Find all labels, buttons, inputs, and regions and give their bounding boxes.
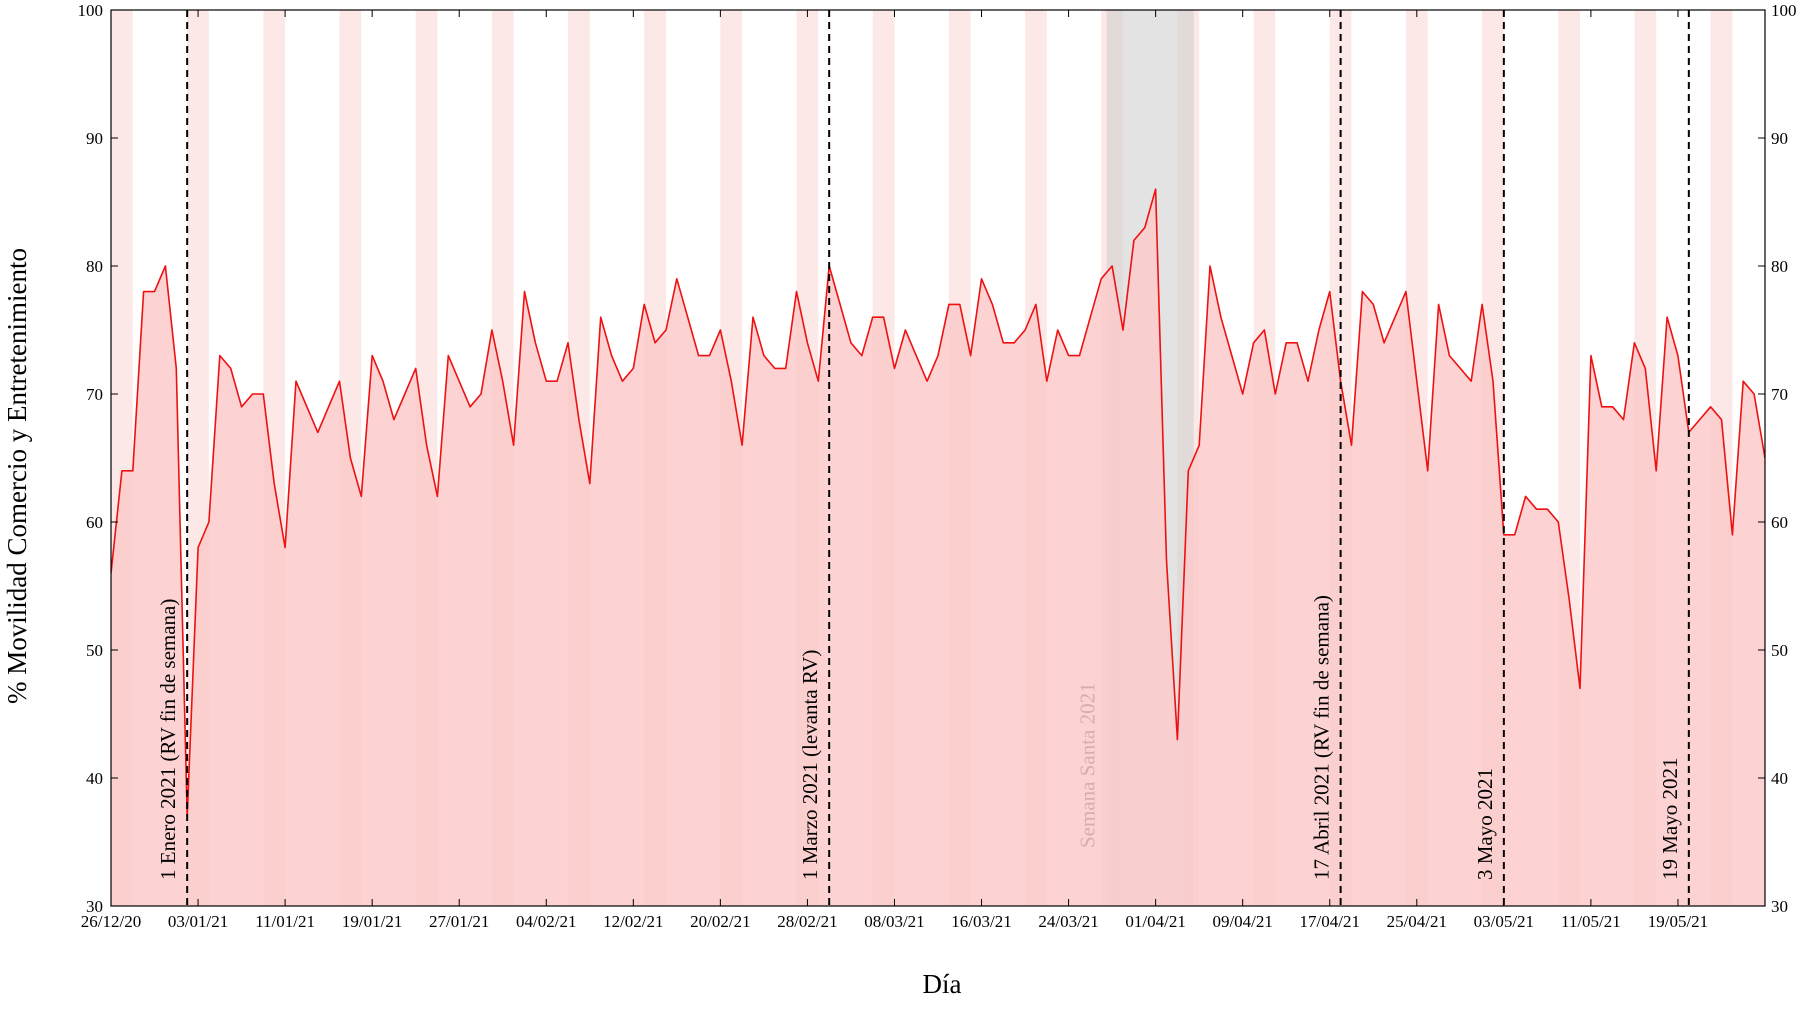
y-tick-label-right: 100 [1771,1,1797,20]
x-tick-label: 17/04/21 [1300,912,1360,931]
y-tick-label: 40 [86,769,103,788]
y-tick-label-right: 80 [1771,257,1788,276]
x-tick-label: 09/04/21 [1212,912,1272,931]
x-axis-title: Día [923,969,962,999]
event-label: 19 Mayo 2021 [1658,758,1682,881]
y-tick-label-right: 60 [1771,513,1788,532]
x-tick-label: 25/04/21 [1387,912,1447,931]
event-label: 1 Enero 2021 (RV fin de semana) [156,599,180,880]
x-tick-label: 03/05/21 [1474,912,1534,931]
y-tick-label: 30 [86,897,103,916]
series-area [111,188,1765,906]
x-tick-label: 28/02/21 [777,912,837,931]
x-tick-label: 03/01/21 [168,912,228,931]
x-tick-label: 08/03/21 [864,912,924,931]
plot-frame [110,9,1766,907]
x-tick-label: 12/02/21 [603,912,663,931]
x-tick-label: 11/01/21 [255,912,315,931]
y-tick-label-right: 90 [1771,129,1788,148]
x-tick-label: 11/05/21 [1561,912,1621,931]
x-tick-label: 19/01/21 [342,912,402,931]
series-line [111,188,1765,818]
y-tick-label: 70 [86,385,103,404]
y-tick-label: 100 [78,1,104,20]
plot-border [110,9,1766,907]
y-tick-label-right: 30 [1771,897,1788,916]
x-tick-label: 27/01/21 [429,912,489,931]
event-label: 17 Abril 2021 (RV fin de semana) [1310,595,1334,880]
x-tick-label: 26/12/20 [81,912,141,931]
x-tick-label: 20/02/21 [690,912,750,931]
y-tick-label: 90 [86,129,103,148]
event-label: 1 Marzo 2021 (levanta RV) [798,650,822,880]
series-fill [111,189,1765,906]
x-tick-label: 24/03/21 [1038,912,1098,931]
event-label: 3 Mayo 2021 [1473,768,1497,880]
x-tick-label: 16/03/21 [951,912,1011,931]
x-tick-label: 01/04/21 [1125,912,1185,931]
event-lines: 1 Enero 2021 (RV fin de semana) 1 Marzo 2… [156,10,1690,906]
axis-ticks: 30 30 40 40 50 50 60 60 70 70 80 80 90 90 100 100 26/12/… [78,1,1797,931]
x-tick-label: 19/05/21 [1648,912,1708,931]
x-tick-label: 04/02/21 [516,912,576,931]
y-tick-label-right: 70 [1771,385,1788,404]
y-tick-label: 60 [86,513,103,532]
y-tick-label-right: 40 [1771,769,1788,788]
y-tick-label: 80 [86,257,103,276]
y-tick-label-right: 50 [1771,641,1788,660]
y-tick-label: 50 [86,641,103,660]
y-axis-title: % Movilidad Comercio y Entretenimiento [2,248,32,704]
